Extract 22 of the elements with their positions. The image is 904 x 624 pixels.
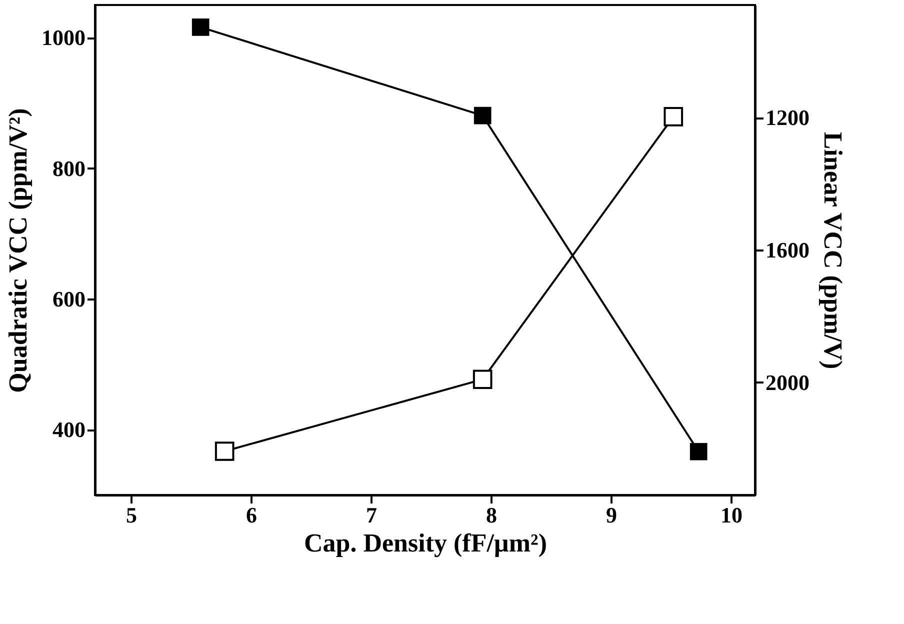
x-tick-label: 9	[606, 502, 617, 528]
point	[214, 442, 234, 461]
x-tick-label: 6	[246, 502, 257, 528]
point	[192, 18, 210, 36]
y-axis-title: Quadratic VCC (ppm/V²)	[4, 108, 32, 393]
point	[472, 370, 492, 390]
y2-tick-label: 1600	[766, 238, 810, 262]
x-tick-label: 8	[486, 502, 497, 528]
y-tick-label: 800	[52, 156, 86, 181]
y-tick-label: 1000	[42, 25, 86, 50]
y2-tick-label: 1200	[766, 105, 810, 130]
x-tick-label: 10	[720, 502, 742, 528]
y2-tick-label: 2000	[766, 370, 810, 395]
y2-axis-title: Linear VCC (ppm/V)	[818, 132, 848, 370]
point	[690, 442, 708, 460]
x-axis-title: Cap. Density (fF/µm²)	[304, 528, 548, 558]
y-tick-label: 400	[52, 417, 86, 442]
y-tick-label: 600	[52, 286, 86, 312]
x-tick-label: 5	[126, 502, 137, 528]
point	[474, 106, 492, 124]
x-tick-label: 7	[366, 502, 377, 528]
point	[664, 107, 684, 126]
